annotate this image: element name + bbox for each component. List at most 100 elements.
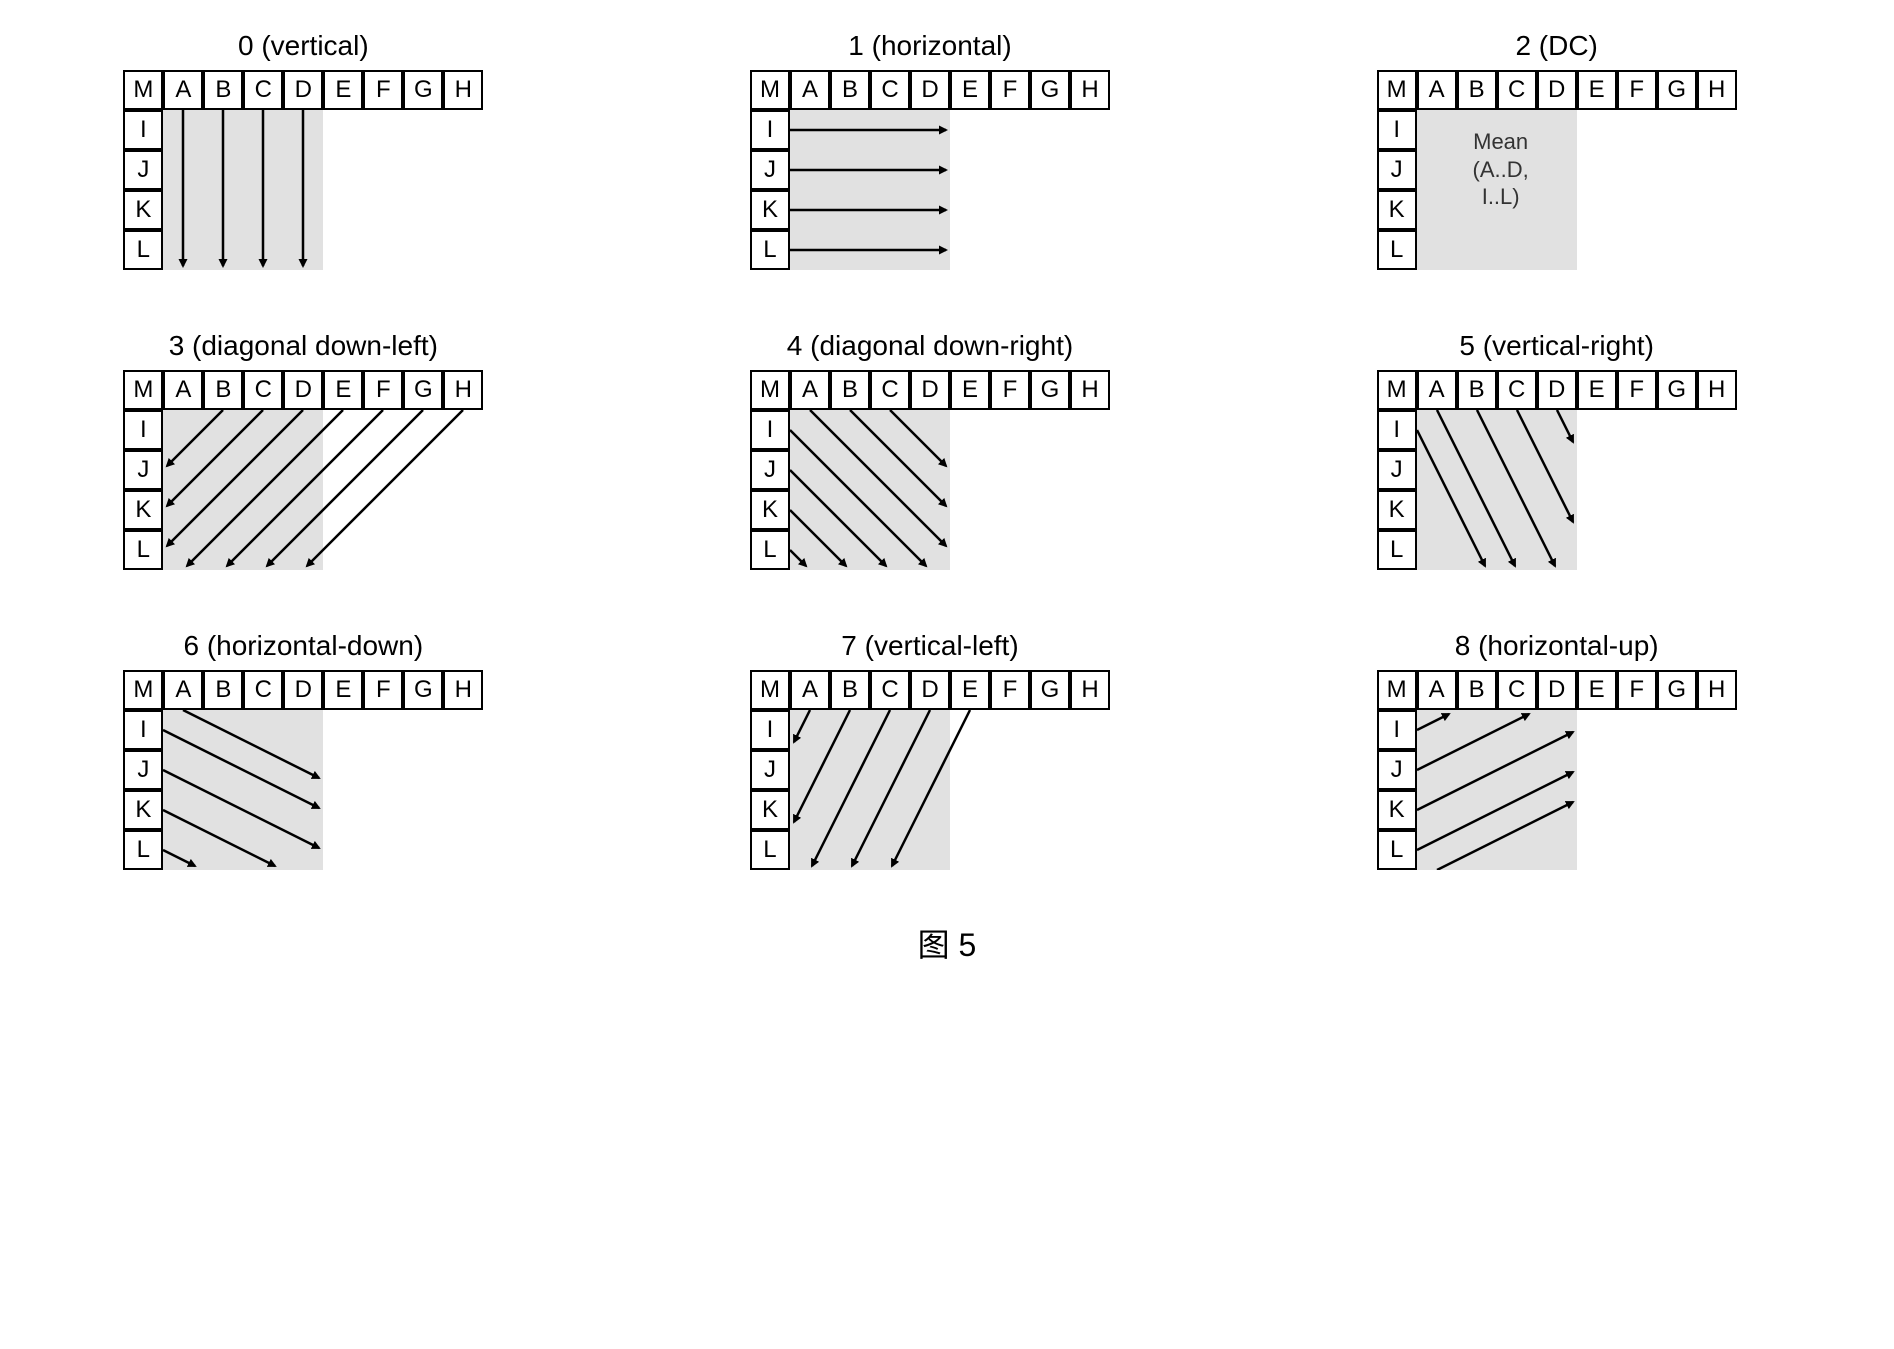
ref-top-C: C xyxy=(243,370,283,410)
mode-4-block: 4 (diagonal down-right)MABCDEFGHIJKL xyxy=(657,330,1204,570)
ref-top-E: E xyxy=(950,670,990,710)
ref-top-F: F xyxy=(363,70,403,110)
figure-caption: 图 5 xyxy=(30,920,1864,966)
mode-4-diagram: MABCDEFGHIJKL xyxy=(750,370,1110,570)
ref-top-D: D xyxy=(283,370,323,410)
ref-left-I: I xyxy=(750,110,790,150)
mode-5-diagram: MABCDEFGHIJKL xyxy=(1377,370,1737,570)
ref-top-H: H xyxy=(1697,670,1737,710)
ref-top-M: M xyxy=(123,670,163,710)
ref-top-M: M xyxy=(1377,670,1417,710)
mode-6-block: 6 (horizontal-down)MABCDEFGHIJKL xyxy=(30,630,577,870)
ref-left-L: L xyxy=(123,830,163,870)
ref-top-M: M xyxy=(1377,70,1417,110)
ref-top-E: E xyxy=(1577,670,1617,710)
ref-top-A: A xyxy=(790,370,830,410)
ref-left-I: I xyxy=(1377,710,1417,750)
ref-top-C: C xyxy=(1497,370,1537,410)
ref-top-M: M xyxy=(1377,370,1417,410)
ref-left-J: J xyxy=(123,150,163,190)
ref-left-I: I xyxy=(750,410,790,450)
ref-top-M: M xyxy=(750,370,790,410)
ref-top-F: F xyxy=(990,670,1030,710)
dc-mean-text: Mean(A..D,I..L) xyxy=(1421,128,1581,211)
mode-8-block: 8 (horizontal-up)MABCDEFGHIJKL xyxy=(1283,630,1830,870)
ref-top-B: B xyxy=(1457,70,1497,110)
ref-top-A: A xyxy=(1417,70,1457,110)
ref-top-D: D xyxy=(910,70,950,110)
ref-top-G: G xyxy=(1657,670,1697,710)
ref-left-J: J xyxy=(123,750,163,790)
ref-top-B: B xyxy=(1457,370,1497,410)
mode-3-diagram: MABCDEFGHIJKL xyxy=(123,370,483,570)
mode-7-block: 7 (vertical-left)MABCDEFGHIJKL xyxy=(657,630,1204,870)
ref-top-M: M xyxy=(750,670,790,710)
ref-top-M: M xyxy=(123,70,163,110)
mode-2-block: 2 (DC) MABCDEFGHIJKL Mean(A..D,I..L) xyxy=(1283,30,1830,270)
ref-left-J: J xyxy=(1377,150,1417,190)
ref-top-E: E xyxy=(1577,70,1617,110)
ref-top-E: E xyxy=(323,70,363,110)
ref-left-K: K xyxy=(123,490,163,530)
mode-6-title: 6 (horizontal-down) xyxy=(183,630,423,662)
ref-left-K: K xyxy=(1377,190,1417,230)
ref-left-K: K xyxy=(1377,790,1417,830)
ref-top-E: E xyxy=(323,370,363,410)
ref-top-E: E xyxy=(950,70,990,110)
prediction-block-shade xyxy=(1417,710,1577,870)
ref-top-B: B xyxy=(203,70,243,110)
ref-top-A: A xyxy=(1417,370,1457,410)
ref-top-F: F xyxy=(1617,670,1657,710)
ref-top-D: D xyxy=(910,670,950,710)
ref-left-I: I xyxy=(123,710,163,750)
ref-top-G: G xyxy=(1030,670,1070,710)
ref-top-E: E xyxy=(323,670,363,710)
mode-2-diagram: MABCDEFGHIJKL Mean(A..D,I..L) xyxy=(1377,70,1737,270)
prediction-block-shade xyxy=(163,710,323,870)
ref-top-D: D xyxy=(1537,670,1577,710)
mode-1-diagram: MABCDEFGHIJKL xyxy=(750,70,1110,270)
ref-top-H: H xyxy=(1070,70,1110,110)
ref-top-A: A xyxy=(163,670,203,710)
ref-left-K: K xyxy=(123,190,163,230)
ref-top-B: B xyxy=(1457,670,1497,710)
ref-top-A: A xyxy=(1417,670,1457,710)
ref-left-J: J xyxy=(1377,750,1417,790)
mode-0-title: 0 (vertical) xyxy=(238,30,369,62)
ref-top-G: G xyxy=(1030,70,1070,110)
mode-1-title: 1 (horizontal) xyxy=(848,30,1011,62)
mode-4-title: 4 (diagonal down-right) xyxy=(787,330,1073,362)
ref-left-L: L xyxy=(1377,530,1417,570)
mode-3-block: 3 (diagonal down-left)MABCDEFGHIJKL xyxy=(30,330,577,570)
ref-top-A: A xyxy=(163,70,203,110)
ref-left-I: I xyxy=(1377,410,1417,450)
ref-left-I: I xyxy=(123,110,163,150)
prediction-block-shade xyxy=(1417,410,1577,570)
mode-2-title: 2 (DC) xyxy=(1515,30,1597,62)
ref-top-E: E xyxy=(950,370,990,410)
ref-top-H: H xyxy=(1070,670,1110,710)
ref-top-G: G xyxy=(403,370,443,410)
ref-left-K: K xyxy=(750,490,790,530)
ref-left-L: L xyxy=(123,230,163,270)
prediction-block-shade xyxy=(163,110,323,270)
prediction-block-shade xyxy=(790,110,950,270)
ref-top-M: M xyxy=(750,70,790,110)
prediction-block-shade xyxy=(790,710,950,870)
ref-top-C: C xyxy=(1497,670,1537,710)
ref-top-F: F xyxy=(363,670,403,710)
ref-left-J: J xyxy=(750,450,790,490)
ref-top-A: A xyxy=(790,670,830,710)
ref-left-L: L xyxy=(750,230,790,270)
ref-top-D: D xyxy=(1537,370,1577,410)
ref-left-L: L xyxy=(750,530,790,570)
ref-left-I: I xyxy=(1377,110,1417,150)
ref-top-B: B xyxy=(203,670,243,710)
ref-left-L: L xyxy=(750,830,790,870)
mode-7-title: 7 (vertical-left) xyxy=(841,630,1018,662)
ref-top-F: F xyxy=(990,70,1030,110)
ref-left-K: K xyxy=(750,790,790,830)
ref-top-C: C xyxy=(243,670,283,710)
ref-top-H: H xyxy=(1070,370,1110,410)
ref-left-J: J xyxy=(1377,450,1417,490)
